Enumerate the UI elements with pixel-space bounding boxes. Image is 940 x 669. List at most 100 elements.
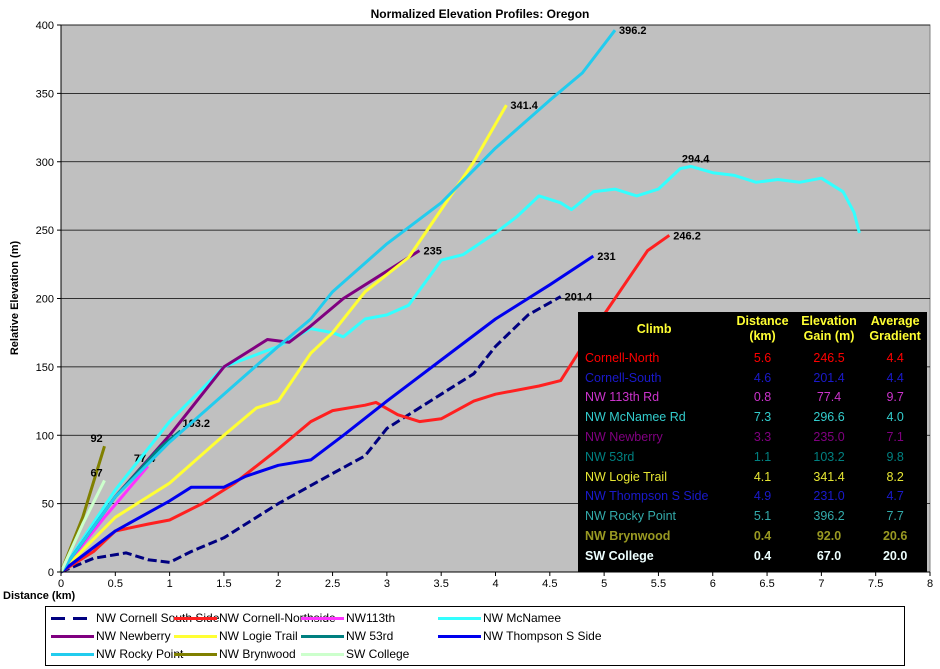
table-header: Average Gradient [869, 314, 921, 343]
x-tick-label: 5 [601, 578, 607, 590]
table-cell: 1.1 [753, 449, 772, 464]
legend-swatch [438, 616, 481, 620]
legend-item: NW Cornell-Northside [174, 611, 336, 625]
legend-label: NW Brynwood [219, 647, 296, 661]
table-cell: 4.4 [886, 350, 904, 365]
x-tick-label: 7 [818, 578, 824, 590]
legend-label: NW Rocky Point [96, 647, 184, 661]
end-label: 235 [423, 246, 441, 258]
table-cell: 0.4 [753, 529, 772, 544]
table-cell: 296.6 [813, 410, 845, 425]
table-cell: 201.4 [813, 370, 845, 385]
table-cell: 3.3 [753, 430, 772, 445]
table-cell: 9.8 [886, 449, 904, 464]
chart-title: Normalized Elevation Profiles: Oregon [371, 7, 590, 21]
table-header: Climb [636, 321, 672, 336]
y-tick-label: 0 [48, 567, 54, 579]
x-tick-label: 0.5 [108, 578, 123, 590]
legend-swatch [51, 616, 94, 620]
x-tick-label: 1 [167, 578, 173, 590]
legend-label: NW 53rd [346, 629, 394, 643]
table-cell: 77.4 [816, 390, 842, 405]
table-cell: Cornell-South [585, 370, 662, 385]
table-row: Cornell-South 4.6 201.4 4.4 [578, 368, 927, 388]
table-cell: 92.0 [816, 529, 842, 544]
table-cell: 235.0 [813, 430, 845, 445]
table-row: NW Thompson S Side 4.9 231.0 4.7 [578, 487, 927, 507]
legend-swatch [301, 616, 344, 620]
table-cell: 4.0 [886, 410, 904, 425]
table-row: NW Logie Trail 4.1 341.4 8.2 [578, 467, 927, 487]
end-label: 396.2 [619, 25, 647, 37]
y-tick-label: 400 [36, 20, 54, 32]
x-tick-label: 0 [58, 578, 64, 590]
legend-label: SW College [346, 647, 410, 661]
legend-label: NW Logie Trail [219, 629, 298, 643]
table-cell: 396.2 [813, 509, 845, 524]
x-tick-label: 3.5 [434, 578, 449, 590]
x-tick-label: 3 [384, 578, 390, 590]
end-label: 92 [90, 433, 102, 445]
table-cell: NW Logie Trail [585, 469, 667, 484]
y-tick-label: 250 [36, 225, 54, 237]
legend-swatch [174, 652, 217, 656]
table-cell: 246.5 [813, 350, 845, 365]
table-cell: 8.2 [886, 469, 904, 484]
table-header: Elevation Gain (m) [801, 314, 857, 343]
table-cell: 20.6 [882, 529, 908, 544]
x-tick-label: 2 [275, 578, 281, 590]
legend-item: NW Newberry [51, 629, 171, 643]
table-row: NW McNamee Rd 7.3 296.6 4.0 [578, 407, 927, 427]
legend-swatch [301, 634, 344, 638]
x-tick-label: 2.5 [325, 578, 340, 590]
series-line [59, 479, 106, 573]
x-tick-label: 4 [492, 578, 498, 590]
legend-item: NW Logie Trail [174, 629, 298, 643]
y-tick-label: 100 [36, 430, 54, 442]
table-cell: 5.1 [753, 509, 772, 524]
x-tick-label: 4.5 [542, 578, 557, 590]
end-label: 231 [597, 251, 615, 263]
table-cell: 341.4 [813, 469, 845, 484]
legend-label: NW McNamee [483, 611, 562, 625]
legend-item: NW 53rd [301, 629, 393, 643]
legend-item: NW Brynwood [174, 647, 296, 661]
table-cell: SW College [585, 548, 654, 563]
legend-item: NW113th [301, 611, 395, 625]
x-tick-label: 5.5 [651, 578, 666, 590]
table-row: NW Brynwood 0.4 92.0 20.6 [578, 526, 927, 546]
y-axis-label: Relative Elevation (m) [9, 241, 21, 356]
y-tick-label: 150 [36, 362, 54, 374]
y-tick-label: 50 [42, 499, 54, 511]
table-cell: 0.8 [753, 390, 772, 405]
y-tick-label: 300 [36, 157, 54, 169]
end-label: 246.2 [673, 230, 701, 242]
x-tick-label: 1.5 [216, 578, 231, 590]
series-line [59, 164, 861, 573]
legend-label: NW Thompson S Side [483, 629, 602, 643]
table-row: NW Newberry 3.3 235.0 7.1 [578, 427, 927, 447]
table-cell: 9.7 [886, 390, 904, 405]
legend-item: NW Thompson S Side [438, 629, 602, 643]
x-tick-label: 7.5 [868, 578, 883, 590]
table-row: Cornell-North 5.6 246.5 4.4 [578, 348, 927, 368]
legend-swatch [301, 652, 344, 656]
table-cell: NW Rocky Point [585, 509, 676, 524]
table-cell: 5.6 [753, 350, 772, 365]
table-row: NW 113th Rd 0.8 77.4 9.7 [578, 388, 927, 408]
series-line [59, 29, 617, 573]
table-cell: NW 113th Rd [585, 390, 660, 405]
table-cell: 67.0 [816, 548, 842, 563]
legend-swatch [174, 634, 217, 638]
table-cell: 4.4 [886, 370, 904, 385]
table-cell: NW Newberry [585, 430, 663, 445]
legend-swatch [174, 616, 217, 620]
table-cell: 231.0 [813, 489, 845, 504]
series-line [60, 234, 671, 574]
series-line [60, 254, 595, 574]
table-header: Distance (km) [736, 314, 789, 343]
legend-item: NW Rocky Point [51, 647, 183, 661]
end-label: 103.2 [182, 418, 210, 430]
x-tick-label: 6 [710, 578, 716, 590]
